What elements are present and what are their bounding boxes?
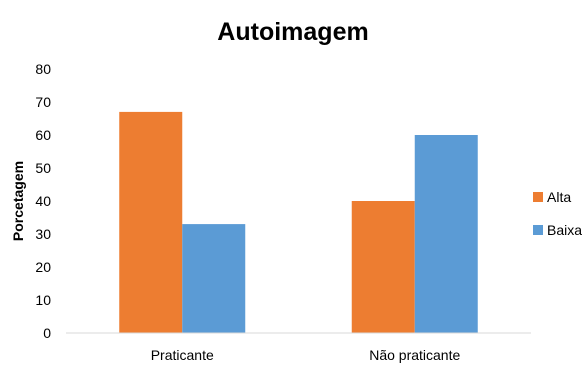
y-tick-label: 50 <box>35 160 51 176</box>
y-tick-label: 30 <box>35 226 51 242</box>
bar-baixa-1 <box>182 224 246 333</box>
y-tick-label: 40 <box>35 193 51 209</box>
legend-swatch <box>533 192 543 202</box>
x-tick-label: Não praticante <box>369 347 460 363</box>
y-tick-label: 80 <box>35 61 51 77</box>
x-axis-ticks: Praticante Não praticante <box>151 347 461 363</box>
legend-item-baixa: Baixa <box>533 222 582 238</box>
bar-alta-1 <box>119 111 183 334</box>
y-tick-label: 0 <box>43 325 51 341</box>
y-axis-ticks: 0 10 20 30 40 50 60 70 80 <box>35 61 51 341</box>
bars <box>119 111 478 334</box>
legend-label: Alta <box>547 189 571 205</box>
y-tick-label: 70 <box>35 94 51 110</box>
legend-swatch <box>533 225 543 235</box>
x-tick-label: Praticante <box>151 347 214 363</box>
y-tick-label: 10 <box>35 292 51 308</box>
bar-alta-2 <box>351 201 415 333</box>
y-axis-label: Porcetagem <box>10 161 26 241</box>
y-tick-label: 20 <box>35 259 51 275</box>
y-tick-label: 60 <box>35 127 51 143</box>
legend: Alta Baixa <box>533 189 582 238</box>
bar-baixa-2 <box>414 135 478 333</box>
chart-title: Autoimagem <box>217 18 368 46</box>
legend-label: Baixa <box>547 222 582 238</box>
legend-item-alta: Alta <box>533 189 571 205</box>
